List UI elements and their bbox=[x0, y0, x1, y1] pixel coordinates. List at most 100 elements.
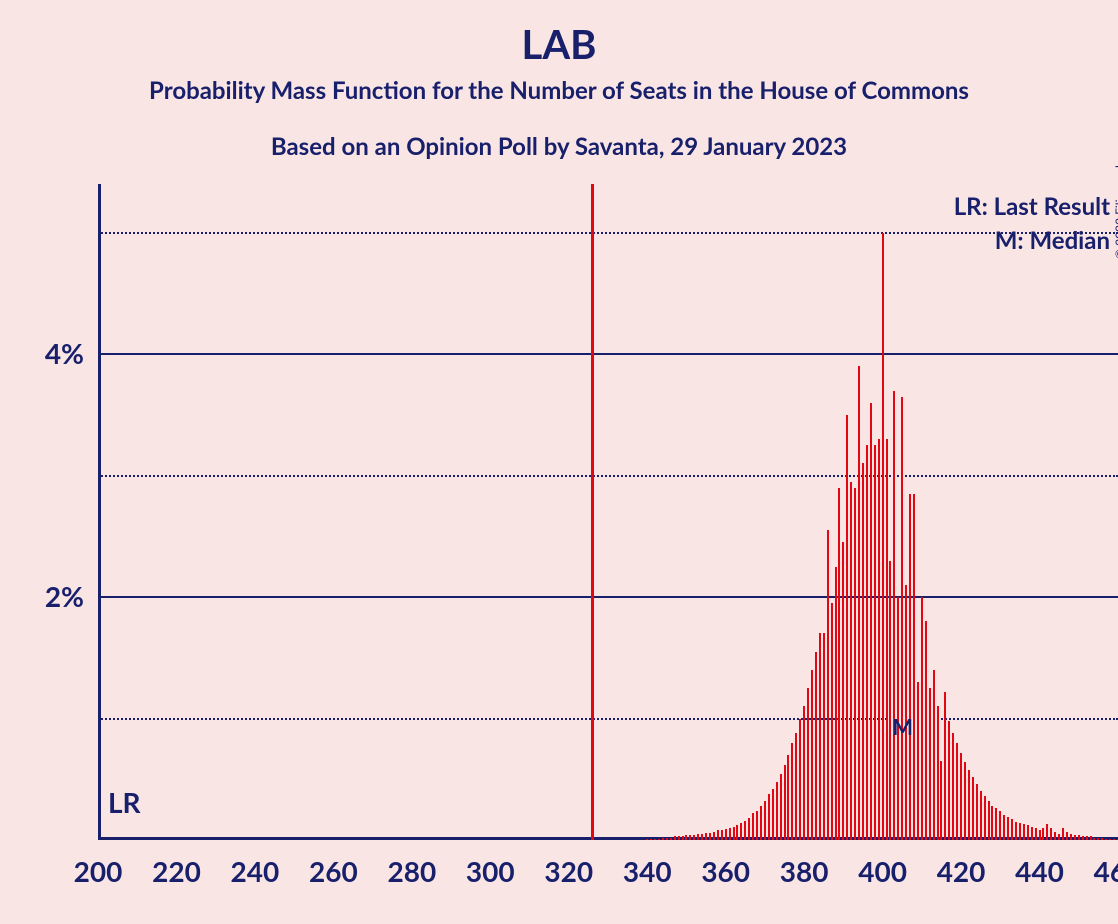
pmf-bar bbox=[1070, 834, 1072, 840]
pmf-bar bbox=[921, 597, 923, 840]
pmf-bar bbox=[968, 770, 970, 840]
pmf-bar bbox=[1097, 838, 1099, 840]
pmf-bar bbox=[878, 439, 880, 840]
pmf-bar bbox=[1082, 836, 1084, 840]
legend-median: M: Median bbox=[995, 226, 1110, 255]
pmf-bar bbox=[693, 835, 695, 840]
pmf-bar bbox=[670, 838, 672, 840]
x-tick-label: 300 bbox=[466, 854, 515, 888]
y-tick-label: 2% bbox=[0, 579, 84, 613]
pmf-bar bbox=[807, 688, 809, 840]
pmf-bar bbox=[682, 836, 684, 840]
pmf-bar bbox=[819, 633, 821, 840]
pmf-bar bbox=[768, 794, 770, 840]
chart-subtitle-2: Based on an Opinion Poll by Savanta, 29 … bbox=[0, 132, 1118, 161]
x-tick-label: 460 bbox=[1094, 854, 1118, 888]
pmf-bar bbox=[795, 733, 797, 840]
pmf-bar bbox=[940, 761, 942, 840]
pmf-bar bbox=[925, 621, 927, 840]
pmf-bar bbox=[1031, 827, 1033, 840]
pmf-bar bbox=[666, 838, 668, 840]
chart-title-main: LAB bbox=[0, 20, 1118, 68]
pmf-bar bbox=[1011, 819, 1013, 840]
x-tick-label: 260 bbox=[309, 854, 358, 888]
pmf-bar bbox=[960, 753, 962, 840]
pmf-bar bbox=[733, 827, 735, 840]
pmf-bar bbox=[776, 782, 778, 840]
pmf-bar bbox=[862, 463, 864, 840]
pmf-bar bbox=[835, 567, 837, 840]
pmf-bar bbox=[725, 829, 727, 840]
pmf-bar bbox=[838, 488, 840, 840]
pmf-bar bbox=[870, 403, 872, 840]
pmf-bar bbox=[972, 777, 974, 840]
pmf-bar bbox=[999, 811, 1001, 840]
pmf-bar bbox=[697, 834, 699, 840]
pmf-bar bbox=[689, 835, 691, 840]
pmf-bar bbox=[831, 603, 833, 840]
pmf-bar bbox=[815, 652, 817, 840]
pmf-bar bbox=[650, 839, 652, 840]
pmf-bar bbox=[937, 706, 939, 840]
pmf-bar bbox=[654, 839, 656, 840]
pmf-bar bbox=[1039, 830, 1041, 840]
pmf-bar bbox=[1101, 838, 1103, 840]
pmf-bar bbox=[866, 445, 868, 840]
pmf-bar bbox=[933, 670, 935, 840]
pmf-bar bbox=[846, 415, 848, 840]
pmf-bar bbox=[980, 791, 982, 840]
pmf-bar bbox=[1074, 835, 1076, 840]
pmf-bar bbox=[948, 721, 950, 840]
pmf-bar bbox=[1078, 835, 1080, 840]
pmf-bar bbox=[1090, 836, 1092, 840]
pmf-bar bbox=[1046, 824, 1048, 840]
pmf-bar bbox=[1113, 839, 1115, 840]
pmf-bar bbox=[1015, 822, 1017, 840]
pmf-bar bbox=[736, 825, 738, 840]
pmf-bar bbox=[1023, 824, 1025, 840]
pmf-bar bbox=[748, 818, 750, 840]
pmf-bar bbox=[988, 801, 990, 840]
pmf-bar bbox=[756, 811, 758, 840]
x-tick-label: 380 bbox=[780, 854, 829, 888]
last-result-label: LR bbox=[108, 785, 141, 819]
pmf-bar bbox=[995, 808, 997, 840]
pmf-bar bbox=[882, 233, 884, 840]
y-tick-label: 4% bbox=[0, 336, 84, 370]
pmf-bar bbox=[1035, 828, 1037, 840]
bars-container bbox=[98, 184, 1118, 840]
pmf-bar bbox=[929, 688, 931, 840]
pmf-bar bbox=[803, 706, 805, 840]
pmf-bar bbox=[1027, 825, 1029, 840]
pmf-bar bbox=[913, 494, 915, 840]
pmf-bar bbox=[701, 834, 703, 840]
pmf-bar bbox=[1007, 817, 1009, 840]
pmf-bar bbox=[1093, 838, 1095, 840]
pmf-bar bbox=[784, 765, 786, 840]
pmf-bar bbox=[1058, 834, 1060, 840]
legend-last-result: LR: Last Result bbox=[954, 192, 1110, 221]
pmf-bar bbox=[772, 789, 774, 840]
pmf-bar bbox=[1066, 832, 1068, 841]
pmf-bar bbox=[791, 743, 793, 840]
pmf-bar bbox=[705, 833, 707, 840]
pmf-bar bbox=[799, 719, 801, 840]
x-tick-label: 420 bbox=[937, 854, 986, 888]
x-tick-label: 220 bbox=[152, 854, 201, 888]
pmf-bar bbox=[893, 391, 895, 840]
chart-subtitle-1: Probability Mass Function for the Number… bbox=[0, 76, 1118, 105]
pmf-bar bbox=[1086, 836, 1088, 840]
pmf-bar bbox=[764, 801, 766, 840]
pmf-bar bbox=[874, 445, 876, 840]
pmf-bar bbox=[854, 488, 856, 840]
pmf-bar bbox=[811, 670, 813, 840]
pmf-bar bbox=[1109, 839, 1111, 840]
chart-plot-area: LR: Last Result M: Median LR M bbox=[98, 184, 1118, 840]
pmf-bar bbox=[901, 397, 903, 840]
pmf-bar bbox=[709, 833, 711, 840]
pmf-bar bbox=[713, 832, 715, 841]
pmf-bar bbox=[886, 439, 888, 840]
pmf-bar bbox=[744, 821, 746, 840]
pmf-bar bbox=[760, 806, 762, 840]
pmf-bar bbox=[991, 806, 993, 840]
